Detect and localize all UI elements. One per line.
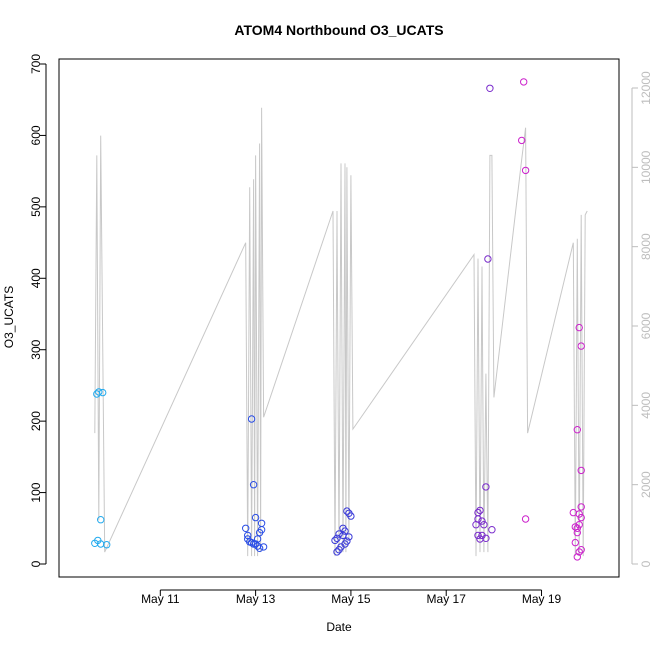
data-point: [339, 531, 347, 540]
data-point: [573, 426, 581, 434]
y-axis-label: O3_UCATS: [2, 286, 16, 348]
y-tick-label: 400: [29, 268, 43, 288]
plot-frame: [58, 58, 620, 578]
data-point: [251, 513, 260, 522]
y2-tick-label: 8000: [639, 233, 650, 260]
data-point: [247, 415, 256, 423]
data-point: [95, 388, 103, 396]
data-point: [575, 521, 583, 529]
data-point: [244, 531, 252, 540]
data-point: [341, 527, 349, 535]
y2-tick-label: 0: [639, 560, 650, 567]
data-point: [255, 544, 264, 552]
y2-tick-label: 6000: [639, 312, 650, 339]
y-tick-label: 500: [29, 197, 43, 217]
x-tick-label: May 13: [236, 592, 276, 606]
data-point: [577, 342, 585, 350]
data-point: [575, 323, 583, 332]
data-point: [573, 524, 581, 532]
data-point: [247, 538, 256, 547]
data-point: [97, 516, 105, 524]
y-tick-label: 200: [29, 411, 43, 431]
data-point: [249, 540, 258, 548]
data-point: [343, 507, 351, 515]
y2-tick-label: 2000: [639, 471, 650, 498]
data-point: [474, 531, 482, 540]
data-point: [249, 481, 258, 489]
data-point: [488, 526, 496, 534]
data-point: [480, 521, 488, 529]
data-point: [482, 483, 490, 491]
y2-tick-label: 12000: [639, 71, 650, 105]
data-point: [518, 136, 526, 145]
x-axis-label: Date: [326, 620, 352, 634]
data-point: [335, 530, 343, 538]
data-point: [577, 503, 585, 511]
data-point: [257, 519, 266, 527]
data-point: [242, 524, 250, 532]
y-tick-label: 600: [29, 125, 43, 145]
series-line-y2: [94, 107, 588, 557]
data-point: [333, 548, 341, 556]
axes-layer: 0 100 200 300 400 500 600 700 0 2000 4000 6000 8000 1…: [29, 54, 650, 606]
point-layer: [91, 78, 585, 561]
data-point: [333, 534, 341, 542]
data-point: [476, 506, 484, 515]
data-point: [253, 535, 262, 543]
data-point: [474, 508, 482, 517]
x-tick-label: May 19: [522, 592, 562, 606]
data-point: [577, 513, 585, 522]
y2-tick-label: 4000: [639, 392, 650, 419]
y2-tick-label: 10000: [639, 150, 650, 184]
data-point: [347, 512, 355, 520]
y-tick-label: 700: [29, 54, 43, 74]
data-point: [99, 388, 107, 397]
x-tick-label: May 15: [331, 592, 371, 606]
y-tick-label: 0: [29, 560, 43, 567]
data-point: [571, 523, 579, 531]
data-point: [577, 546, 585, 554]
data-point: [341, 540, 349, 548]
data-point: [575, 548, 583, 556]
data-point: [577, 466, 585, 475]
data-point: [521, 166, 530, 175]
x-tick-label: May 11: [141, 592, 180, 606]
data-point: [571, 538, 579, 547]
y-tick-label: 300: [29, 339, 43, 359]
data-point: [482, 534, 490, 542]
data-point: [253, 542, 262, 550]
data-point: [484, 255, 492, 263]
data-point: [521, 515, 530, 523]
data-point: [331, 536, 339, 545]
data-point: [575, 510, 583, 518]
data-point: [259, 543, 268, 551]
data-point: [251, 540, 260, 548]
data-point: [573, 553, 581, 561]
data-point: [103, 541, 111, 549]
data-point: [478, 517, 486, 525]
data-point: [520, 78, 528, 86]
data-point: [486, 84, 494, 93]
chart-title: ATOM4 Northbound O3_UCATS: [234, 22, 443, 38]
data-point: [257, 526, 266, 534]
line-layer: [94, 107, 588, 557]
x-tick-label: May 17: [427, 592, 467, 606]
y-tick-label: 100: [29, 482, 43, 502]
